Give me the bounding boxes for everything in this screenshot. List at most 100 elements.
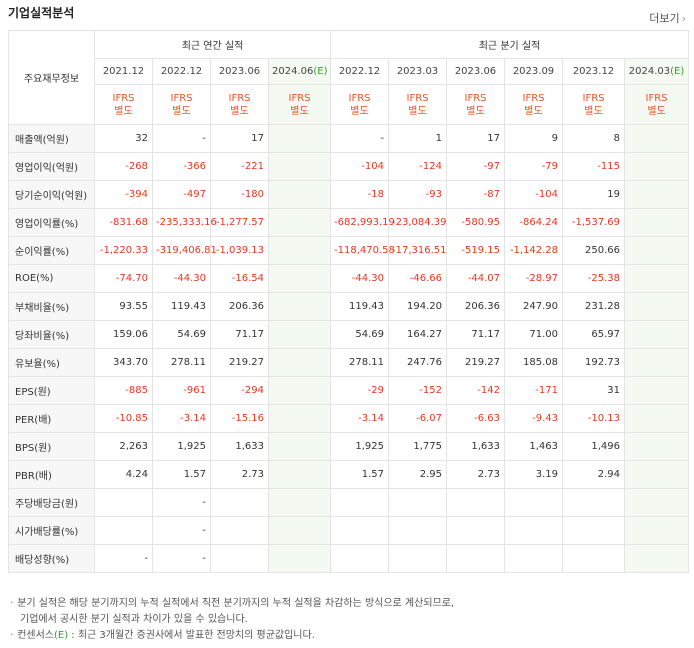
- period-annual-0: 2021.12: [94, 58, 153, 85]
- cell-annual-2: 1,633: [210, 432, 269, 461]
- cell-quarter-0: -18: [330, 180, 389, 209]
- cell-quarter-0: -3.14: [330, 404, 389, 433]
- cell-annual-3: [268, 180, 331, 209]
- table-row: 영업이익(억원) -268 -366 -221 -104 -124 -97 -79 -115: [8, 152, 690, 181]
- cell-annual-3: [268, 152, 331, 181]
- cell-quarter-0: [330, 544, 389, 573]
- cell-annual-1: -235,333.16: [152, 208, 217, 237]
- cell-annual-2: -180: [210, 180, 269, 209]
- cell-quarter-2: -44.07: [446, 264, 505, 293]
- cell-annual-3: [268, 292, 331, 321]
- cell-annual-1: -366: [152, 152, 211, 181]
- cell-quarter-3: -9.43: [504, 404, 563, 433]
- accounting-standard: IFRS 별도: [388, 84, 447, 125]
- cell-quarter-2: -142: [446, 376, 505, 405]
- table-row: ROE(%) -74.70 -44.30 -16.54 -44.30 -46.66 -44.…: [8, 264, 690, 293]
- row-label: 영업이익(억원): [8, 152, 95, 181]
- cell-quarter-5: [623, 488, 690, 517]
- cell-quarter-4: [562, 516, 625, 545]
- cell-annual-3: [268, 264, 331, 293]
- accounting-standard: IFRS 별도: [446, 84, 505, 125]
- cell-quarter-4: 192.73: [562, 348, 625, 377]
- cell-quarter-4: 8: [562, 124, 625, 153]
- cell-annual-1: -319,406.81: [152, 236, 217, 265]
- row-header: 주요재무정보: [8, 30, 95, 125]
- cell-quarter-5: [623, 264, 690, 293]
- cell-quarter-2: 17: [446, 124, 505, 153]
- cell-annual-2: 71.17: [210, 320, 269, 349]
- cell-quarter-1: 247.76: [388, 348, 447, 377]
- table-row: 매출액(억원) 32-17-1 17 9 8: [8, 124, 690, 153]
- cell-quarter-1: [388, 544, 447, 573]
- cell-annual-1: -: [152, 488, 211, 517]
- cell-annual-2: -16.54: [210, 264, 269, 293]
- cell-annual-0: -394: [94, 180, 153, 209]
- more-link[interactable]: 더보기 ›: [649, 10, 686, 26]
- cell-quarter-5: [623, 320, 690, 349]
- cell-quarter-4: [562, 488, 625, 517]
- cell-quarter-5: [623, 404, 690, 433]
- accounting-standard: IFRS 별도: [268, 84, 331, 125]
- cell-quarter-0: [330, 516, 389, 545]
- cell-quarter-3: [504, 544, 563, 573]
- cell-quarter-1: 194.20: [388, 292, 447, 321]
- chevron-right-icon: ›: [681, 12, 686, 25]
- cell-quarter-0: -: [330, 124, 389, 153]
- cell-quarter-5: [623, 348, 690, 377]
- row-label: BPS(원): [8, 432, 95, 461]
- cell-annual-1: -: [152, 516, 211, 545]
- cell-quarter-4: 1,496: [562, 432, 625, 461]
- cell-quarter-1: 1: [388, 124, 447, 153]
- table-row: EPS(원) -885 -961 -294 -29 -152 -142 -171 31: [8, 376, 690, 405]
- cell-quarter-1: -23,084.39: [388, 208, 447, 237]
- row-label: 주당배당금(원): [8, 488, 95, 517]
- cell-annual-1: 54.69: [152, 320, 211, 349]
- cell-annual-2: [210, 544, 269, 573]
- cell-quarter-5: [623, 544, 690, 573]
- row-label: 부채비율(%): [8, 292, 95, 321]
- cell-quarter-5: [623, 376, 690, 405]
- cell-quarter-4: -10.13: [562, 404, 625, 433]
- cell-annual-0: -885: [94, 376, 153, 405]
- cell-quarter-2: -519.15: [446, 236, 505, 265]
- cell-annual-0: [94, 488, 153, 517]
- cell-annual-0: 2,263: [94, 432, 153, 461]
- period-quarter-0: 2022.12: [330, 58, 389, 85]
- cell-quarter-4: 31: [562, 376, 625, 405]
- table-row: 영업이익률(%) -831.68 -235,333.16 -1,277.57 -682,…: [8, 208, 690, 237]
- row-label: 당기순이익(억원): [8, 180, 95, 209]
- cell-annual-1: -497: [152, 180, 211, 209]
- financial-table: 주요재무정보 최근 연간 실적 최근 분기 실적 2021.12 2022.12 2…: [8, 30, 690, 573]
- cell-quarter-2: 219.27: [446, 348, 505, 377]
- cell-quarter-5: [623, 152, 690, 181]
- cell-quarter-2: [446, 488, 505, 517]
- table-row: PBR(배) 4.24 1.57 2.73 1.57 2.95 2.73 3.19 2.94: [8, 460, 690, 489]
- cell-quarter-1: [388, 488, 447, 517]
- cell-quarter-5: [623, 180, 690, 209]
- cell-annual-2: 17: [210, 124, 269, 153]
- accounting-standard: IFRS 별도: [504, 84, 563, 125]
- cell-quarter-0: -104: [330, 152, 389, 181]
- accounting-standard: IFRS 별도: [152, 84, 211, 125]
- cell-quarter-2: -6.63: [446, 404, 505, 433]
- cell-quarter-5: [623, 124, 690, 153]
- cell-quarter-1: 164.27: [388, 320, 447, 349]
- cell-quarter-3: -28.97: [504, 264, 563, 293]
- cell-quarter-4: 231.28: [562, 292, 625, 321]
- table-row: 당기순이익(억원) -394 -497 -180 -18 -93 -87 -104 19: [8, 180, 690, 209]
- cell-quarter-1: 1,775: [388, 432, 447, 461]
- cell-quarter-0: -29: [330, 376, 389, 405]
- cell-quarter-1: 2.95: [388, 460, 447, 489]
- table-row: 부채비율(%) 93.55 119.43 206.36 119.43 194.20 206.…: [8, 292, 690, 321]
- cell-quarter-0: -44.30: [330, 264, 389, 293]
- cell-annual-1: -44.30: [152, 264, 211, 293]
- cell-annual-2: 2.73: [210, 460, 269, 489]
- cell-quarter-1: [388, 516, 447, 545]
- cell-annual-1: 278.11: [152, 348, 211, 377]
- period-quarter-1: 2023.03: [388, 58, 447, 85]
- cell-annual-1: -: [152, 124, 211, 153]
- footnotes: · 분기 실적은 해당 분기까지의 누적 실적에서 직전 분기까지의 누적 실적을…: [10, 596, 454, 644]
- row-label: PBR(배): [8, 460, 95, 489]
- period-annual-1: 2022.12: [152, 58, 211, 85]
- cell-quarter-4: -25.38: [562, 264, 625, 293]
